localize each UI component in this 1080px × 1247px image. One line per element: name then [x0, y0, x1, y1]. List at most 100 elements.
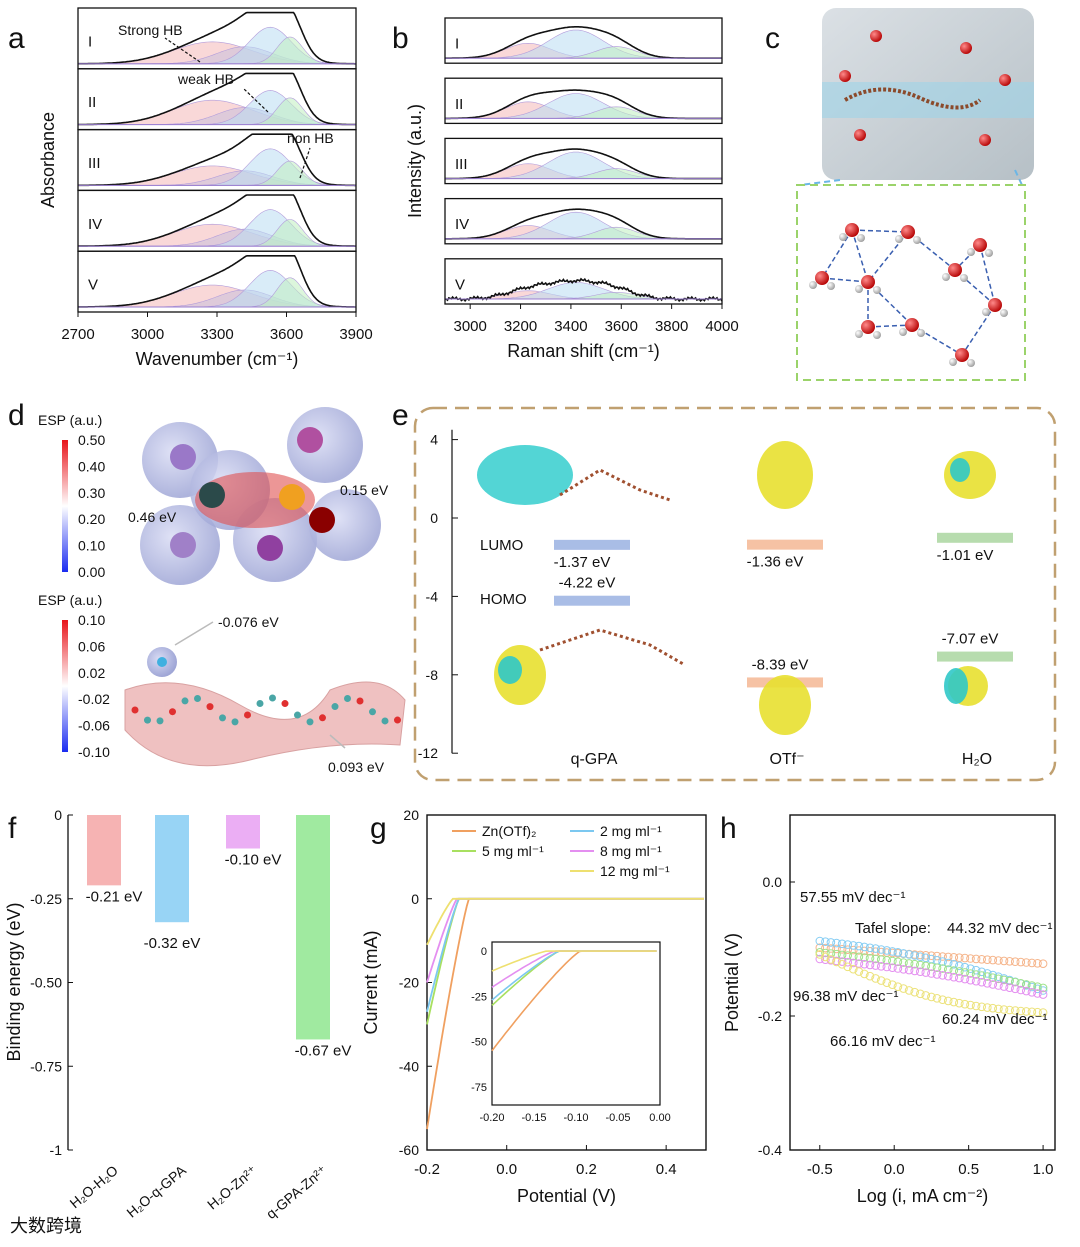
data-point-2	[927, 962, 936, 972]
data-point-4	[893, 982, 903, 992]
inset-x-tick-label: -0.15	[521, 1112, 546, 1124]
data-point-4	[876, 976, 886, 985]
atom	[294, 711, 301, 719]
atom	[181, 697, 189, 705]
molecule-structure	[539, 628, 686, 667]
y-axis-label: Binding energy (eV)	[4, 902, 24, 1061]
y-tick-label: -0.25	[30, 891, 62, 907]
atom	[281, 700, 289, 708]
colorbar-tick: 0.40	[78, 458, 105, 474]
data-point-3	[932, 970, 942, 979]
x-tick-label: 2700	[61, 326, 94, 343]
data-point-1	[837, 939, 847, 949]
colorbar-title: ESP (a.u.)	[38, 592, 102, 608]
data-point-1	[943, 958, 953, 968]
y-tick-label: -40	[399, 1058, 419, 1074]
atom	[170, 532, 196, 558]
subplot-frame	[444, 17, 723, 64]
y-axis-label: Current (mA)	[361, 930, 381, 1034]
orbital-isosurface	[944, 668, 968, 704]
data-point-1	[826, 938, 836, 947]
orbital-isosurface	[950, 458, 970, 482]
atom	[381, 717, 389, 725]
data-point-1	[893, 948, 903, 957]
hydrogen-atom	[967, 359, 975, 367]
hydrogen-atom	[855, 285, 863, 293]
x-axis-label: Wavenumber (cm⁻¹)	[136, 349, 299, 369]
data-point-4	[983, 1003, 992, 1012]
x-tick-label: 0.2	[576, 1161, 597, 1178]
data-point-2	[999, 975, 1009, 985]
hb-network-box	[796, 184, 1026, 381]
molecule-structure	[559, 468, 671, 502]
panel-label-f: f	[8, 812, 17, 845]
inset-x-tick-label: -0.05	[605, 1112, 630, 1124]
data-point-0	[971, 954, 981, 964]
spectrum-line-V	[78, 255, 356, 308]
bar-1	[155, 815, 189, 923]
annotation-arrow	[164, 37, 201, 63]
data-point-0	[977, 955, 987, 964]
data-point-0	[1010, 957, 1020, 967]
row-label: II	[455, 96, 463, 113]
data-point-0	[932, 951, 942, 961]
data-point-4	[888, 980, 897, 990]
data-point-3	[821, 955, 830, 965]
inset-y-tick-label: -50	[471, 1037, 487, 1049]
data-point-2	[916, 960, 925, 970]
x-tick-label: 3600	[605, 318, 638, 335]
data-point-2	[943, 965, 953, 974]
esp-positive-region	[195, 472, 315, 528]
oxygen-atom	[905, 318, 919, 332]
legend-label: Zn(OTf)₂	[482, 823, 536, 839]
hydrogen-atom	[873, 331, 881, 339]
data-point-2	[893, 957, 903, 967]
data-point-4	[949, 997, 959, 1007]
data-point-4	[994, 1004, 1003, 1014]
atom	[194, 694, 201, 702]
inset-y-tick-label: -25	[471, 991, 487, 1003]
data-point-2	[983, 972, 992, 981]
bar-value-label: -0.67 eV	[295, 1042, 352, 1059]
hydrogen-atom	[967, 248, 975, 256]
lumo-label: LUMO	[480, 537, 523, 554]
lumo-energy: -1.01 eV	[937, 547, 994, 564]
atom	[369, 708, 376, 716]
data-point-1	[938, 957, 947, 966]
oxygen-atom	[988, 298, 1002, 312]
panel-label-a: a	[8, 22, 25, 55]
data-point-2	[1022, 980, 1031, 989]
colorbar-tick: -0.10	[78, 744, 110, 760]
row-label: V	[455, 276, 465, 293]
data-point-4	[904, 986, 914, 995]
hydrogen-bond	[867, 324, 913, 328]
legend-label: 8 mg ml⁻¹	[600, 843, 662, 859]
zn-atom	[157, 657, 167, 667]
colorbar-tick: 0.50	[78, 432, 105, 448]
data-point-3	[1010, 984, 1020, 994]
component-c2	[445, 29, 722, 59]
annotation-0076: -0.076 eV	[218, 614, 279, 630]
chart-h	[789, 814, 1056, 1151]
data-point-0	[994, 956, 1003, 965]
oxygen-atom	[815, 271, 829, 285]
data-point-3	[1038, 990, 1048, 999]
data-point-2	[971, 970, 981, 979]
data-point-3	[994, 981, 1003, 990]
homo-level	[937, 651, 1013, 662]
spectrum-line-III	[78, 133, 356, 187]
data-point-1	[821, 937, 830, 947]
lumo-level	[937, 532, 1013, 543]
oxygen-atom	[861, 275, 875, 289]
y-axis-label: Intensity (a.u.)	[405, 104, 425, 218]
data-point-0	[821, 943, 830, 953]
data-point-1	[888, 947, 897, 956]
data-point-2	[849, 951, 858, 961]
x-category-label: q-GPA-Zn²⁺	[263, 1162, 330, 1222]
oxygen-atom	[955, 348, 969, 362]
annotation-015: 0.15 eV	[340, 482, 389, 498]
data-point-0	[837, 945, 847, 954]
chart-a	[77, 7, 357, 317]
data-point-0	[943, 952, 953, 962]
